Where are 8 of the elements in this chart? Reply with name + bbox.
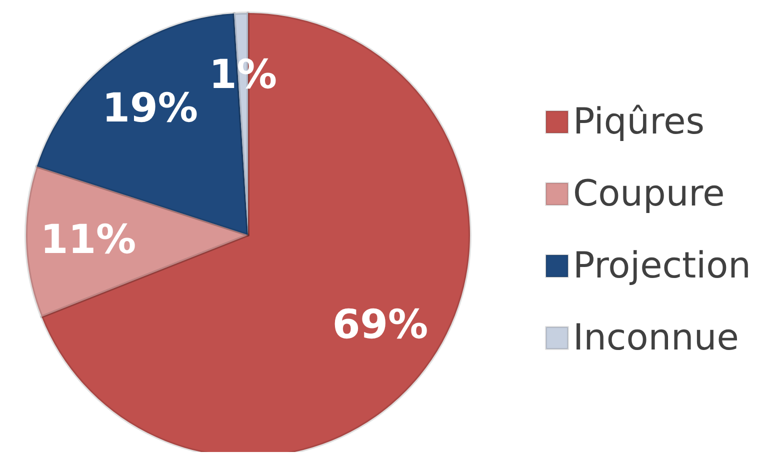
legend-label: Projection	[572, 246, 751, 286]
legend-label: Piqûres	[572, 102, 704, 142]
legend-label: Inconnue	[572, 318, 739, 358]
data-label: 69%	[332, 302, 428, 348]
data-label: 11%	[40, 217, 136, 264]
data-label: 19%	[102, 86, 198, 132]
data-label: 1%	[209, 52, 277, 98]
legend-label: Coupure	[572, 174, 725, 214]
